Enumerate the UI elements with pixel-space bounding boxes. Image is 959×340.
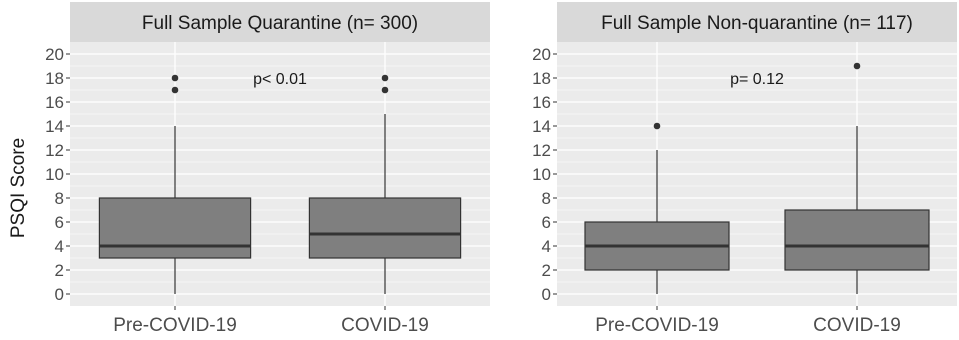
panel-2: Full Sample Non-quarantine (n= 117) 0 2 4 6 8… <box>532 2 957 336</box>
y-tick-label: 2 <box>55 261 64 280</box>
panel-1: Full Sample Quarantine (n= 300) 0 2 4 6 8 10 12… <box>45 2 490 336</box>
y-tick-label: 0 <box>55 285 64 304</box>
y-tick-label: 12 <box>532 141 551 160</box>
box-iqr <box>98 197 252 259</box>
panel-title: Full Sample Non-quarantine (n= 117) <box>601 13 913 34</box>
y-tick-label: 4 <box>542 237 551 256</box>
box-iqr <box>784 209 930 271</box>
y-tick-label: 6 <box>55 213 64 232</box>
y-tick-label: 10 <box>532 165 551 184</box>
box-1 <box>98 74 252 294</box>
outlier-point <box>381 74 389 82</box>
x-tick-label: Pre-COVID-19 <box>595 315 719 335</box>
y-tick-label: 10 <box>45 165 64 184</box>
outlier-point <box>381 86 389 94</box>
p-value-annotation: p= 0.12 <box>730 71 784 88</box>
y-tick-label: 16 <box>532 93 551 112</box>
y-tick-label: 12 <box>45 141 64 160</box>
box-2 <box>308 74 462 294</box>
y-tick-label: 0 <box>542 285 551 304</box>
y-tick-label: 18 <box>532 69 551 88</box>
x-tick-label: Pre-COVID-19 <box>113 315 237 335</box>
panel-strip <box>70 2 490 42</box>
y-tick-label: 18 <box>45 69 64 88</box>
outlier-point <box>653 122 661 130</box>
x-tick-label: COVID-19 <box>813 315 901 335</box>
y-tick-label: 8 <box>55 189 64 208</box>
y-tick-label: 20 <box>532 45 551 64</box>
y-tick-label: 8 <box>542 189 551 208</box>
outlier-point <box>853 62 861 70</box>
box-1 <box>584 122 730 294</box>
p-value-annotation: p< 0.01 <box>253 71 307 88</box>
panel-title: Full Sample Quarantine (n= 300) <box>142 13 418 34</box>
y-axis-label: PSQI Score <box>8 138 29 238</box>
y-tick-label: 2 <box>542 261 551 280</box>
outlier-point <box>171 86 179 94</box>
y-tick-label: 14 <box>532 117 551 136</box>
y-tick-label: 14 <box>45 117 64 136</box>
y-tick-label: 4 <box>55 237 64 256</box>
y-tick-label: 6 <box>542 213 551 232</box>
x-tick-label: COVID-19 <box>341 315 429 335</box>
panel-strip <box>557 2 957 42</box>
box-2 <box>784 62 930 294</box>
outlier-point <box>171 74 179 82</box>
y-tick-label: 16 <box>45 93 64 112</box>
box-iqr <box>308 197 462 259</box>
y-tick-label: 20 <box>45 45 64 64</box>
